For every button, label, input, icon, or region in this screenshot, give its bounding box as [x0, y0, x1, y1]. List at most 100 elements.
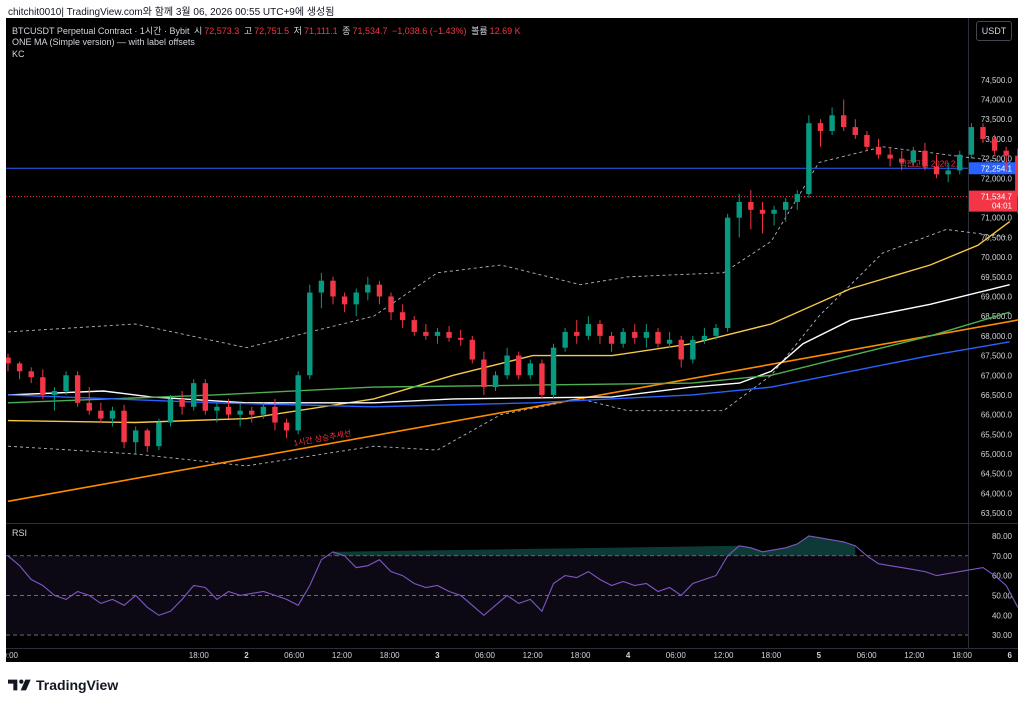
candle-body [156, 422, 162, 447]
keltner-lower-band [7, 229, 1010, 467]
candle-body [249, 410, 255, 415]
candle-body [330, 280, 336, 297]
ma-line-0 [7, 221, 1011, 424]
candle-body [968, 127, 975, 155]
candle-body [945, 170, 951, 175]
time-tick-label: 18:00 [380, 651, 401, 660]
candle-body [353, 292, 359, 305]
candle-body [376, 284, 383, 297]
time-tick-label: 2 [244, 651, 249, 660]
rsi-overbought-fill [332, 535, 856, 556]
candle-body [864, 134, 870, 147]
ma-line-2 [7, 311, 1010, 404]
candle-body [829, 115, 835, 132]
candle-body [597, 324, 603, 336]
chart-caption: chitchit0010| TradingView.com와 함께 3월 06,… [8, 7, 335, 18]
candle-body [841, 115, 847, 128]
indicator-ma-legend[interactable]: ONE MA (Simple version) — with label off… [12, 37, 195, 47]
candle-body [109, 410, 116, 419]
time-tick-label: 4 [626, 651, 631, 660]
candle-body [574, 331, 580, 336]
chart-panel[interactable]: 74,500.074,000.073,500.073,000.072,500.0… [6, 18, 1018, 662]
candle-body [539, 363, 545, 395]
price-tick-label: 66,000.0 [981, 411, 1013, 420]
rsi-tick-label: 70.00 [992, 552, 1013, 561]
currency-button[interactable]: USDT [976, 21, 1012, 41]
time-tick-label: 12:00 [713, 651, 734, 660]
candle-body [144, 430, 150, 447]
candle-body [481, 359, 487, 388]
bar-countdown-text: 04:01 [992, 202, 1013, 211]
prev-high-price-text: 72,254.1 [981, 164, 1013, 173]
candle-body [365, 284, 371, 293]
price-tick-label: 70,500.0 [981, 233, 1013, 242]
time-tick-label: 18:00 [952, 651, 973, 660]
candle-body [121, 410, 127, 443]
price-tick-label: 63,500.0 [981, 509, 1013, 518]
time-tick-label: 06:00 [284, 651, 305, 660]
tradingview-brand[interactable]: TradingView [8, 676, 118, 694]
candle-body [457, 337, 464, 340]
candle-body [701, 335, 708, 340]
candle-body [63, 375, 69, 392]
price-tick-label: 68,000.0 [981, 332, 1013, 341]
low-value: 71,111.1 [303, 26, 338, 36]
price-tick-label: 64,500.0 [981, 470, 1013, 479]
price-tick-label: 73,500.0 [981, 115, 1013, 124]
candle-body [423, 331, 429, 336]
candle-body [910, 150, 917, 163]
time-tick-label: 12:00 [904, 651, 925, 660]
time-tick-label: 06:00 [857, 651, 878, 660]
last-price-tag [969, 190, 1017, 212]
low-label: 저 [293, 26, 302, 36]
high-label: 고 [243, 26, 253, 36]
candle-body [307, 292, 313, 376]
candle-body [132, 430, 139, 443]
price-tick-label: 71,000.0 [981, 214, 1013, 223]
change-value: −1,038.6 (−1.43%) [392, 26, 467, 36]
time-tick-label: 18:00 [189, 651, 210, 660]
candle-body [678, 339, 684, 360]
candle-body [655, 331, 661, 344]
open-value: 72,573.3 [204, 26, 240, 36]
candle-body [643, 331, 650, 338]
symbol-legend[interactable]: BTCUSDT Perpetual Contract · 1시간 · Bybit… [12, 24, 523, 37]
price-tick-label: 64,000.0 [981, 489, 1013, 498]
symbol-title[interactable]: BTCUSDT Perpetual Contract · 1시간 · Bybit [12, 26, 190, 36]
high-value: 72,751.5 [254, 26, 290, 36]
time-tick-label: 12:00 [523, 651, 544, 660]
rsi-tick-label: 50.00 [992, 591, 1013, 600]
price-tick-label: 67,500.0 [981, 352, 1013, 361]
ma-line-1 [7, 284, 1010, 404]
candle-body [341, 296, 348, 305]
candle-body [191, 383, 197, 407]
candle-body [933, 166, 940, 175]
candle-body [887, 154, 893, 159]
candle-body [51, 391, 58, 395]
rsi-tick-label: 60.00 [992, 572, 1013, 581]
candle-body [446, 331, 452, 338]
time-tick-label: 18:00 [570, 651, 591, 660]
rsi-tick-label: 80.00 [992, 532, 1013, 541]
candle-body [388, 296, 394, 313]
candle-body [922, 150, 928, 167]
rsi-legend[interactable]: RSI [12, 528, 28, 538]
price-tick-label: 69,500.0 [981, 273, 1013, 282]
indicator-kc-legend[interactable]: KC [12, 49, 25, 59]
prev-high-label: 직전고점 2026.2.9 [899, 158, 962, 168]
candle-body [28, 371, 34, 378]
rsi-line [7, 535, 1018, 617]
rsi-band-fill [6, 555, 968, 636]
price-tick-label: 74,000.0 [981, 96, 1013, 105]
candle-body [411, 320, 417, 332]
price-tick-label: 65,000.0 [981, 450, 1013, 459]
time-tick-label: 06:00 [475, 651, 496, 660]
candle-body [283, 422, 290, 431]
price-chart[interactable]: 74,500.074,000.073,500.073,000.072,500.0… [6, 18, 1018, 662]
candle-body [724, 217, 731, 328]
price-tick-label: 66,500.0 [981, 391, 1013, 400]
close-label: 종 [342, 26, 351, 36]
candle-body [318, 280, 325, 293]
candle-body [771, 209, 777, 214]
time-tick-label: 06:00 [666, 651, 687, 660]
